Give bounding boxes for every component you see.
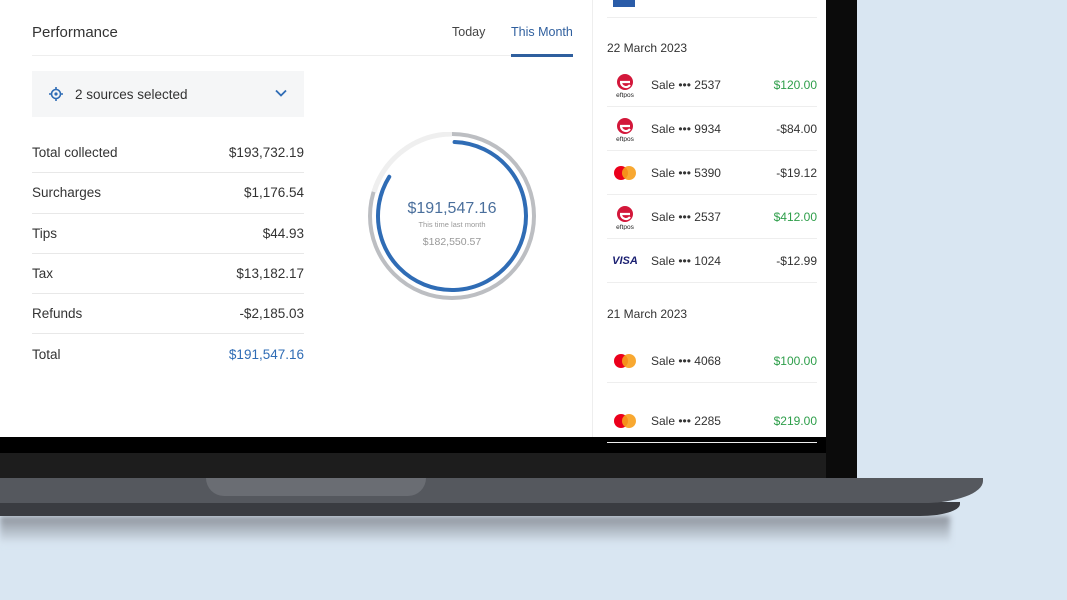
svg-text:eftpos: eftpos [616, 92, 634, 98]
ring-previous: $182,550.57 [423, 236, 482, 248]
sources-label: 2 sources selected [75, 86, 188, 102]
mastercard-logo-icon [614, 165, 636, 180]
transaction-label: Sale ••• 2285 [651, 413, 721, 428]
mastercard-logo-icon [614, 353, 636, 368]
transaction-amount: $120.00 [773, 77, 817, 92]
location-target-icon [49, 87, 63, 101]
chevron-down-icon [275, 89, 287, 97]
tab-this-month[interactable]: This Month [511, 25, 573, 39]
svg-text:eftpos: eftpos [616, 224, 634, 230]
transaction-amount: -$84.00 [776, 121, 817, 136]
row-value: -$2,185.03 [239, 306, 304, 322]
page-title: Performance [32, 24, 118, 41]
divider [32, 55, 573, 56]
transaction-label: Sale ••• 5390 [651, 165, 721, 180]
eftpos-logo-icon: eftpos [616, 117, 635, 142]
row-label: Tax [32, 266, 54, 282]
transaction-row[interactable]: Sale ••• 2285 $219.00 [607, 399, 817, 443]
summary-row: Total $191,547.16 [32, 334, 304, 374]
laptop-shadow [0, 516, 950, 544]
row-value: $44.93 [262, 225, 304, 241]
row-label: Total collected [32, 145, 118, 161]
sources-dropdown[interactable]: 2 sources selected [32, 71, 304, 117]
summary-row: Surcharges $1,176.54 [32, 173, 304, 214]
row-value: $193,732.19 [228, 145, 304, 161]
tab-today[interactable]: Today [452, 25, 486, 39]
row-value: $13,182.17 [236, 266, 304, 282]
row-value: $1,176.54 [243, 185, 304, 201]
transaction-amount: -$12.99 [776, 253, 817, 268]
progress-ring: $191,547.16 This time last month $182,55… [368, 132, 536, 300]
row-label: Refunds [32, 306, 83, 322]
transaction-row[interactable]: Sale ••• 4068 $100.00 [607, 339, 817, 383]
ring-caption: This time last month [418, 220, 485, 229]
card-logo-partial [613, 0, 635, 7]
divider [607, 17, 817, 18]
transaction-label: Sale ••• 2537 [651, 77, 721, 92]
performance-panel: Performance Today This Month 2 sources s… [0, 0, 592, 437]
transaction-amount: $100.00 [773, 353, 817, 368]
summary-row: Tax $13,182.17 [32, 254, 304, 295]
mastercard-logo-icon [614, 413, 636, 428]
eftpos-logo-icon: eftpos [616, 205, 635, 230]
screen-bezel [0, 437, 857, 453]
visa-logo-icon: VISA [612, 254, 638, 267]
laptop-hinge [0, 453, 857, 478]
app-screen: Performance Today This Month 2 sources s… [0, 0, 826, 443]
transaction-label: Sale ••• 4068 [651, 353, 721, 368]
transaction-amount: $412.00 [773, 209, 817, 224]
summary-row: Refunds -$2,185.03 [32, 294, 304, 335]
screen-bezel-right [826, 0, 857, 478]
transaction-label: Sale ••• 2537 [651, 209, 721, 224]
eftpos-logo-icon: eftpos [616, 73, 635, 98]
row-label: Tips [32, 225, 58, 241]
laptop-notch [206, 478, 426, 496]
transaction-label: Sale ••• 1024 [651, 253, 721, 268]
row-value[interactable]: $191,547.16 [228, 347, 304, 363]
row-label: Surcharges [32, 185, 102, 201]
date-header: 22 March 2023 [607, 41, 688, 55]
laptop-base-lip [0, 502, 960, 516]
transaction-row[interactable]: eftpos Sale ••• 9934 -$84.00 [607, 107, 817, 151]
summary-row: Tips $44.93 [32, 214, 304, 254]
summary-row: Total collected $193,732.19 [32, 133, 304, 174]
transaction-row[interactable]: Sale ••• 5390 -$19.12 [607, 151, 817, 195]
transaction-amount: $219.00 [773, 413, 817, 428]
active-tab-indicator [511, 54, 573, 57]
transaction-amount: -$19.12 [776, 165, 817, 180]
summary-table: Total collected $193,732.19 Surcharges $1,1… [32, 133, 304, 375]
ring-value: $191,547.16 [408, 200, 497, 217]
row-label: Total [32, 347, 61, 363]
transaction-row[interactable]: VISA Sale ••• 1024 -$12.99 [607, 239, 817, 283]
transaction-row[interactable]: eftpos Sale ••• 2537 $120.00 [607, 63, 817, 107]
ring-gap [371, 132, 453, 193]
svg-text:eftpos: eftpos [616, 136, 634, 142]
laptop-base [0, 478, 983, 503]
transaction-label: Sale ••• 9934 [651, 121, 721, 136]
date-header: 21 March 2023 [607, 307, 688, 321]
transactions-panel[interactable]: 22 March 2023 eftpos Sale ••• 2537 $120.00 e… [592, 0, 826, 443]
current-ring [376, 140, 528, 292]
transaction-row[interactable]: eftpos Sale ••• 2537 $412.00 [607, 195, 817, 239]
